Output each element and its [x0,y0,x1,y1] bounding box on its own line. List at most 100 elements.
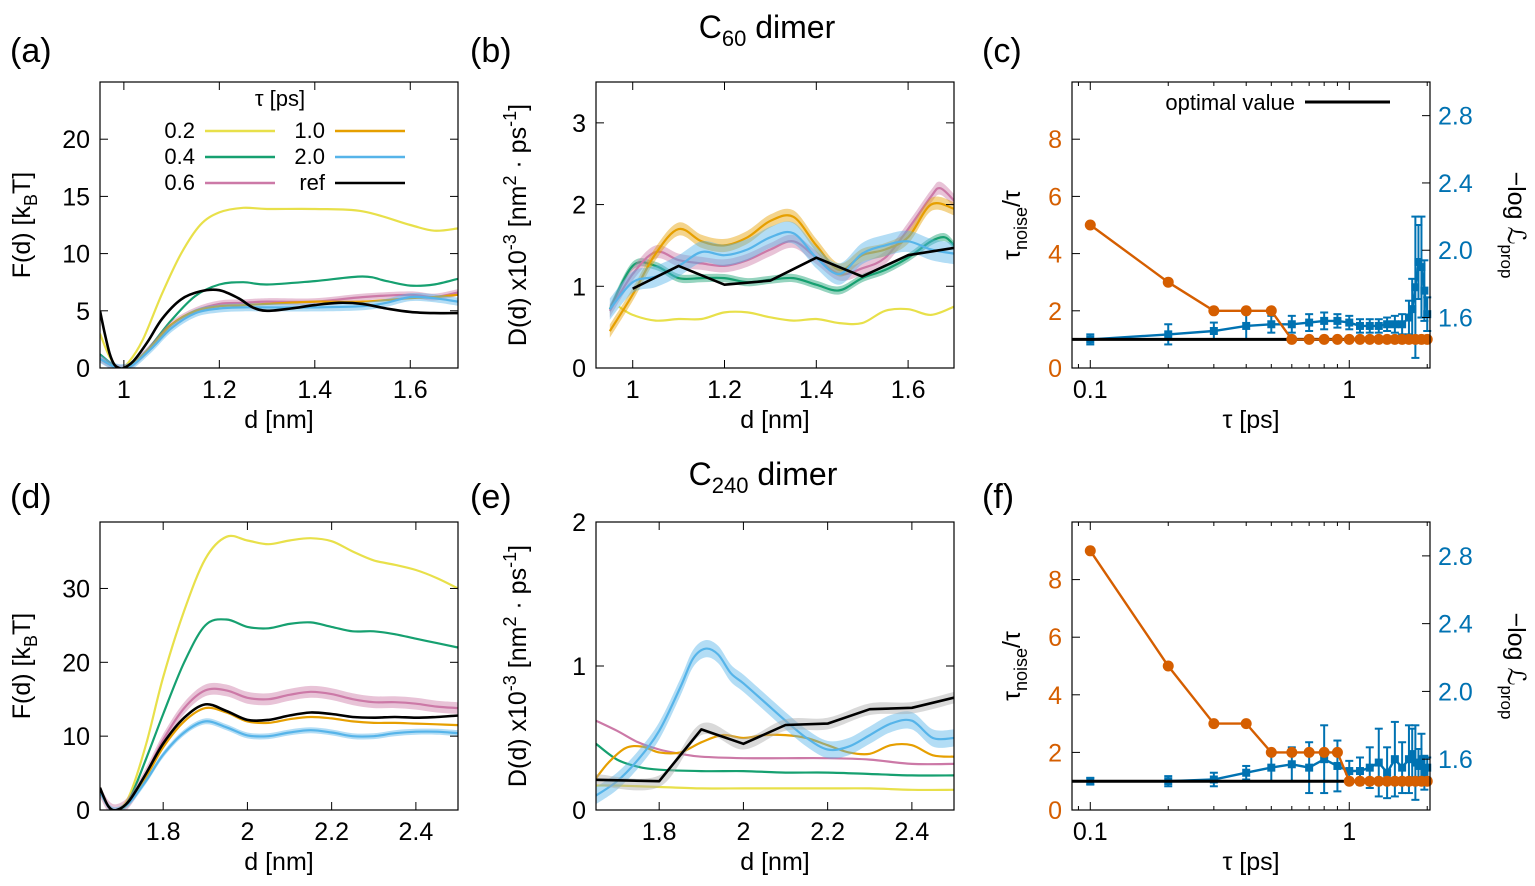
series-band-2.0 [100,718,458,810]
panel-c: (c) 0.1 1 0 2 4 6 8 1.6 2.0 2.4 2.8 τ [ps] τnoise/τ −l… [982,32,1530,434]
x-axis-label: τ [ps] [1222,848,1279,876]
likelihood-point [1404,313,1413,322]
panel-label: (a) [10,32,52,70]
y-tick-label: 20 [62,649,90,677]
legend-label-0.2: 0.2 [164,118,195,143]
x-axis-label: d [nm] [740,848,809,876]
x-tick-label: 1.8 [642,818,677,846]
tau-ratio-point [1373,333,1385,345]
likelihood-point [1411,283,1420,292]
y-tick-label: 10 [62,723,90,751]
plot-frame [99,521,459,811]
plot-frame [595,81,955,369]
series-line-ref [596,696,954,783]
y-tick-label: 2 [1048,298,1062,326]
likelihood-point [1420,286,1429,295]
likelihood-point [1305,318,1314,327]
x-axis-label: d [nm] [244,406,313,434]
likelihood-point [1365,763,1374,772]
y2-tick-label: 2.0 [1438,237,1473,265]
legend-label-0.6: 0.6 [164,170,195,195]
legend-label-1.0: 1.0 [294,118,325,143]
series-line-ref [632,246,954,290]
tau-ratio-point [1354,333,1366,345]
tau-ratio-point [1208,305,1220,317]
tau-ratio-point [1343,333,1355,345]
plot-area [596,639,954,805]
y2-axis-label: −log ℒprop [1497,172,1530,279]
series-line-2.0 [596,647,954,797]
series-line-0.4 [100,275,458,368]
y-tick-label: 2 [572,192,586,220]
panel-label: (f) [982,478,1014,516]
y-tick-label: 0 [76,355,90,383]
series-band-2.0 [596,639,954,805]
x-tick-label: 1.2 [707,376,742,404]
legend-label-0.4: 0.4 [164,144,195,169]
series-line-1.0 [608,202,954,332]
x-axis-label: τ [ps] [1222,406,1279,434]
likelihood-point [1355,767,1364,776]
y2-tick-label: 2.4 [1438,170,1473,198]
likelihood-point [1398,320,1407,329]
y-tick-label: 6 [1048,624,1062,652]
y-axis-label: D(d) x10-3 [nm2 · ps-1] [500,104,532,346]
panel-label: (c) [982,32,1022,70]
likelihood-point [1404,755,1413,764]
x-tick-label: 1 [1342,818,1356,846]
panel-label: (d) [10,478,52,516]
y-tick-label: 3 [572,110,586,138]
series-band-1.0 [609,196,954,338]
series-line-0.6 [608,186,954,312]
y2-axis-label: −log ℒprop [1497,613,1530,720]
series-line-2.0 [100,720,458,810]
x-tick-label: 2.2 [810,818,845,846]
y-tick-label: 1 [572,653,586,681]
x-tick-label: 1.6 [393,376,428,404]
x-axis-label: d [nm] [740,406,809,434]
y-tick-label: 15 [62,183,90,211]
plot-area [100,534,458,810]
tau-ratio-line [1089,550,1428,783]
y-axis-label: τnoise/τ [998,631,1031,701]
series-line-0.2 [618,305,954,326]
panel-f: (f) 0.1 1 0 2 4 6 8 1.6 2.0 2.4 2.8 τ [ps] τnoise/τ −l… [982,478,1530,876]
likelihood-point [1423,310,1432,319]
tau-ratio-point [1303,333,1315,345]
tau-ratio-point [1364,775,1376,787]
y-tick-label: 30 [62,575,90,603]
likelihood-point [1417,263,1426,272]
likelihood-point [1383,768,1392,777]
tau-ratio-point [1240,305,1252,317]
likelihood-point [1209,775,1218,784]
y2-tick-label: 2.8 [1438,103,1473,131]
likelihood-point [1423,763,1432,772]
x-tick-label: 2.4 [398,818,433,846]
tau-ratio-point [1084,219,1096,231]
tau-ratio-point [1208,718,1220,730]
y-tick-label: 5 [76,298,90,326]
tau-ratio-point [1265,746,1277,758]
panel-label: (e) [470,478,512,516]
y-tick-label: 10 [62,241,90,269]
x-tick-label: 2 [240,818,254,846]
y-tick-label: 2 [572,509,586,537]
series-line-0.6 [596,719,954,766]
likelihood-point [1390,755,1399,764]
tau-ratio-point [1318,746,1330,758]
likelihood-point [1414,761,1423,770]
likelihood-point [1374,758,1383,767]
panel-b: (b) 1 1.2 1.4 1.6 0 1 2 3 d [nm] D(d) x10-3 [nm2 ·… [470,32,955,434]
x-tick-label: 1.2 [202,376,237,404]
series-band-0.6 [609,181,954,318]
y-tick-label: 8 [1048,126,1062,154]
y-tick-label: 6 [1048,183,1062,211]
tau-ratio-point [1364,333,1376,345]
panel-d: (d) 1.8 2 2.2 2.4 0 10 20 30 d [nm] F(d) [kBT] [8,478,459,876]
tau-ratio-point [1240,718,1252,730]
x-tick-label: 0.1 [1073,818,1108,846]
likelihood-point [1398,763,1407,772]
y-tick-label: 8 [1048,567,1062,595]
likelihood-point [1267,763,1276,772]
